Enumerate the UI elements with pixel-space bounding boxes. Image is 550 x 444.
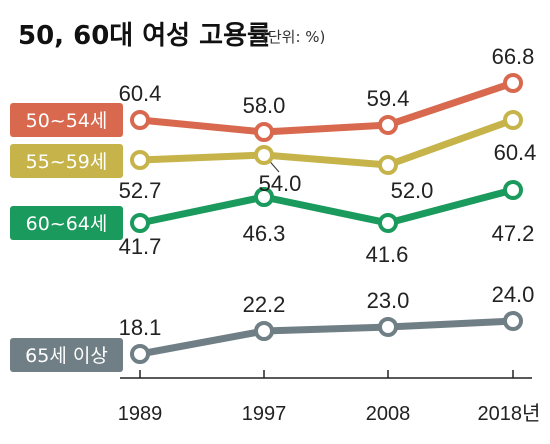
legend-label: 50~54세 (26, 110, 108, 132)
data-label: 47.2 (492, 221, 535, 246)
data-label: 41.7 (119, 234, 162, 259)
data-point (130, 213, 150, 233)
legend-swatch (10, 206, 123, 240)
data-label: 22.2 (243, 292, 286, 317)
data-point (378, 317, 398, 337)
legend-label: 55~59세 (26, 151, 108, 173)
data-label: 52.0 (391, 178, 434, 203)
data-point (503, 110, 523, 130)
data-point (503, 311, 523, 331)
series-line (136, 186, 517, 227)
data-point (503, 73, 523, 93)
data-label: 60.4 (494, 140, 537, 165)
data-label: 59.4 (367, 86, 410, 111)
data-point (254, 321, 274, 341)
x-tick-label: 2008 (366, 403, 411, 425)
data-point (254, 145, 274, 165)
data-point (130, 344, 150, 364)
series-group (130, 73, 523, 364)
legend-label: 60~64세 (26, 213, 108, 235)
data-point (254, 187, 274, 207)
series-line (136, 116, 517, 169)
x-tick-label: 1989 (118, 403, 163, 425)
legend: 50~54세 55~59세 60~64세 65세 이상 (10, 103, 123, 372)
data-label: 24.0 (492, 282, 535, 307)
data-point (503, 180, 523, 200)
data-label: 52.7 (119, 178, 162, 203)
data-point (378, 213, 398, 233)
unit-label: (단위: %) (262, 28, 325, 46)
data-point (378, 115, 398, 135)
x-axis: 1989 1997 2008 2018년 (118, 370, 541, 425)
series-line (136, 79, 517, 136)
legend-swatch (10, 103, 123, 137)
data-point (130, 110, 150, 130)
x-tick-label: 2018년 (478, 402, 541, 425)
data-label: 46.3 (243, 221, 286, 246)
data-label: 54.0 (259, 171, 302, 196)
data-point (378, 155, 398, 175)
data-point (130, 150, 150, 170)
legend-label: 65세 이상 (25, 345, 108, 367)
legend-swatch (10, 338, 123, 372)
data-point (254, 122, 274, 142)
value-labels: 60.4 58.0 59.4 66.8 52.7 54.0 52.0 60.4 41.7 46.3… (119, 44, 537, 340)
series-line (136, 317, 517, 358)
data-label: 18.1 (119, 315, 162, 340)
x-tick-label: 1997 (242, 403, 287, 425)
legend-swatch (10, 144, 123, 178)
chart-title: 50, 60대 여성 고용률 (18, 21, 271, 51)
data-label: 60.4 (119, 81, 162, 106)
data-label: 41.6 (366, 242, 409, 267)
data-label: 66.8 (492, 44, 535, 69)
data-label: 23.0 (367, 288, 410, 313)
data-label: 58.0 (243, 93, 286, 118)
